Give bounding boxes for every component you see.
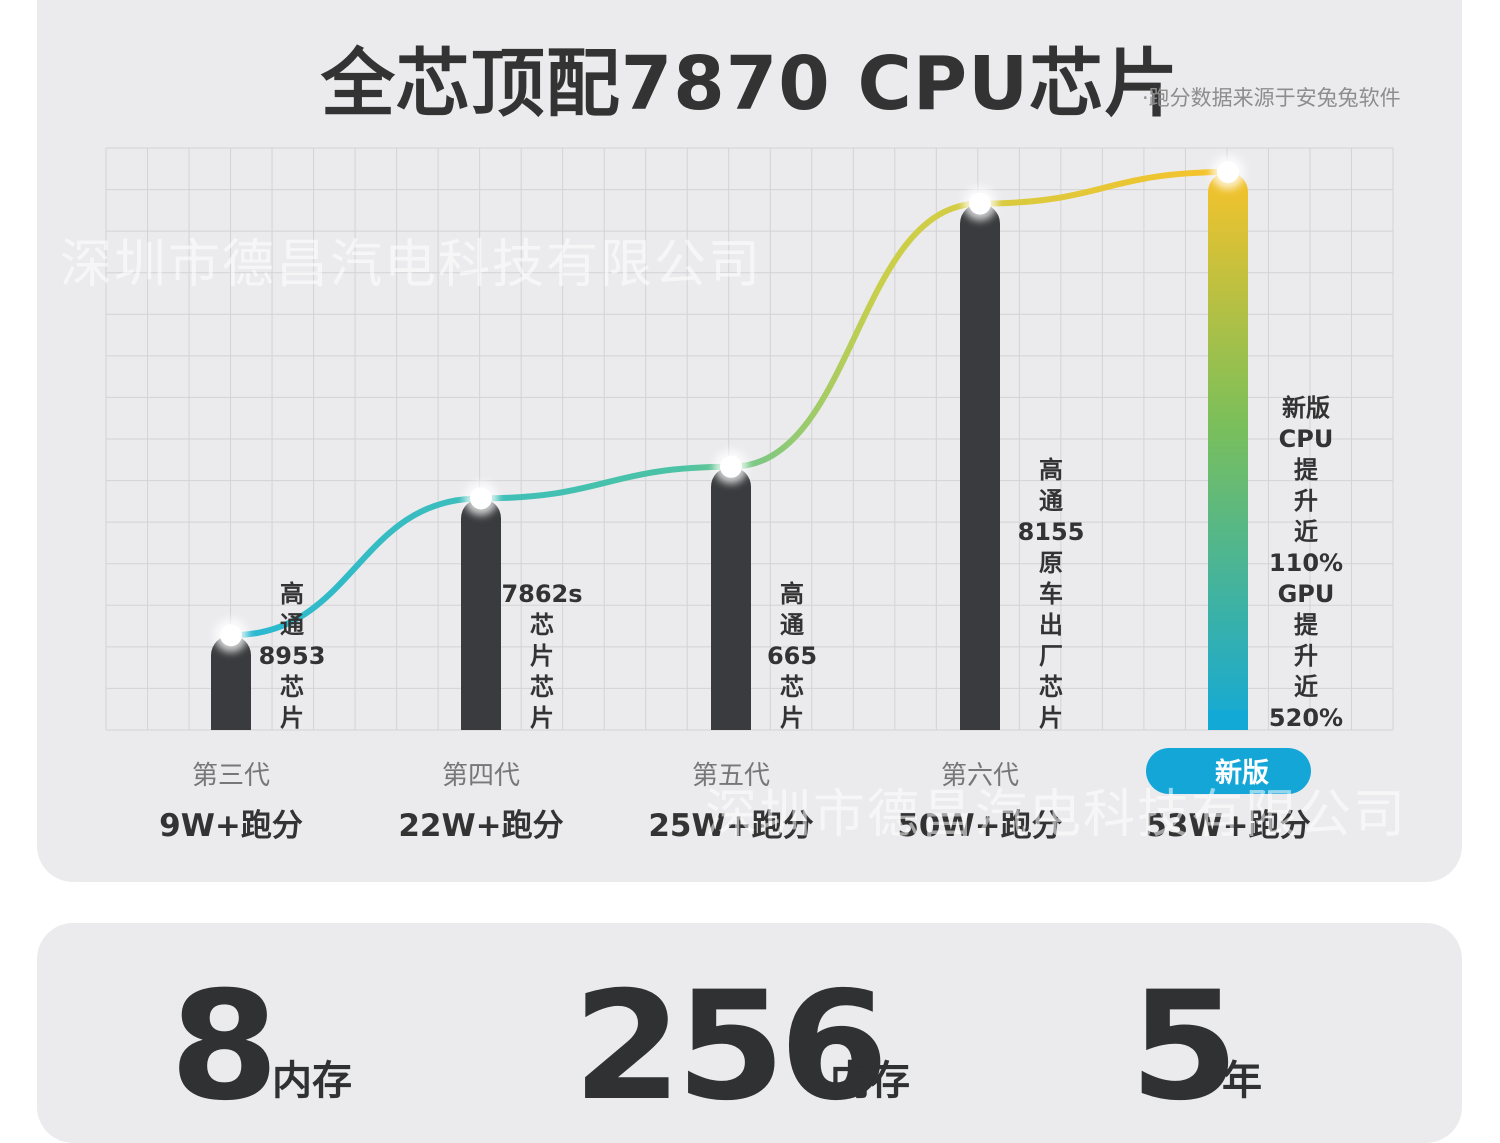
bar-label-0: 片	[280, 704, 304, 732]
bar-label-1: 7862s	[501, 580, 582, 608]
bar-0	[211, 635, 251, 730]
bar-label-4: 近	[1294, 673, 1318, 701]
trend-point-4	[1217, 161, 1239, 183]
category-label: 第六代	[941, 761, 1019, 791]
bar-label-3: 厂	[1039, 642, 1063, 670]
bar-base-2	[711, 710, 751, 730]
bar-label-4: CPU	[1279, 425, 1334, 453]
bar-2	[711, 466, 751, 730]
new-version-badge	[1146, 748, 1311, 794]
bar-label-3: 通	[1039, 487, 1063, 515]
bar-label-4: 520%	[1269, 704, 1343, 732]
category-label: 第四代	[442, 761, 520, 791]
bar-label-0: 高	[280, 580, 304, 608]
trend-point-0	[220, 624, 242, 647]
bar-base-0	[211, 710, 251, 730]
bar-label-4: 近	[1294, 518, 1318, 546]
bar-label-1: 片	[530, 704, 554, 732]
category-label: 第三代	[192, 761, 270, 791]
score-label: 22W+跑分	[398, 808, 563, 844]
bar-3	[960, 203, 1000, 730]
bar-label-1: 芯	[530, 673, 554, 701]
warranty-unit: 年	[1222, 1058, 1262, 1104]
bar-label-3: 高	[1039, 456, 1063, 484]
bar-label-0: 8953	[259, 642, 326, 670]
bar-base-1	[461, 710, 501, 730]
bar-label-2: 665	[767, 642, 817, 670]
bar-label-4: 提	[1294, 611, 1319, 639]
bar-label-1: 片	[530, 642, 554, 670]
bar-base-3	[960, 710, 1000, 730]
bar-label-4: 110%	[1269, 549, 1343, 577]
trend-point-2	[720, 455, 742, 478]
bar-label-3: 车	[1039, 580, 1063, 608]
bar-label-3: 芯	[1039, 673, 1063, 701]
bar-label-2: 通	[780, 611, 804, 639]
bar-base-4	[1208, 710, 1248, 730]
bar-label-4: GPU	[1278, 580, 1335, 608]
benchmark-chart: 高通8953芯片7862s芯片芯片高通665芯片高通8155原车出厂芯片新版CP…	[105, 147, 1394, 844]
bar-label-0: 芯	[280, 673, 304, 701]
trend-point-1	[470, 487, 492, 510]
score-label: 25W+跑分	[648, 808, 813, 844]
bar-label-4: 提	[1294, 456, 1319, 484]
bar-label-4: 升	[1294, 487, 1318, 515]
bar-label-3: 出	[1039, 611, 1063, 639]
page-title: 全芯顶配7870 CPU芯片	[320, 41, 1180, 127]
bar-label-4: 升	[1294, 642, 1318, 670]
score-label: 9W+跑分	[159, 808, 303, 844]
warranty-value: 5	[1129, 960, 1240, 1134]
score-label: 50W+跑分	[897, 808, 1062, 844]
bar-label-0: 通	[280, 611, 304, 639]
bar-label-2: 芯	[780, 673, 804, 701]
storage-unit: 内存	[830, 1058, 910, 1104]
bar-label-2: 片	[780, 704, 804, 732]
category-label: 第五代	[692, 761, 770, 791]
category-label: 新版	[1215, 757, 1269, 789]
score-label: 53W+跑分	[1145, 808, 1310, 844]
source-note: ·跑分数据来源于安兔兔软件	[1142, 86, 1401, 110]
bar-label-3: 8155	[1018, 518, 1085, 546]
bar-4	[1208, 172, 1248, 730]
bar-label-1: 芯	[530, 611, 554, 639]
bar-label-4: 新版	[1282, 394, 1330, 422]
bar-label-2: 高	[780, 580, 804, 608]
bar-label-3: 片	[1039, 704, 1063, 732]
trend-point-3	[969, 192, 991, 215]
ram-unit: 内存	[272, 1058, 352, 1104]
ram-value: 8	[169, 960, 280, 1134]
chart-grid	[105, 147, 1394, 731]
bar-label-3: 原	[1039, 549, 1063, 577]
bar-1	[461, 498, 501, 730]
